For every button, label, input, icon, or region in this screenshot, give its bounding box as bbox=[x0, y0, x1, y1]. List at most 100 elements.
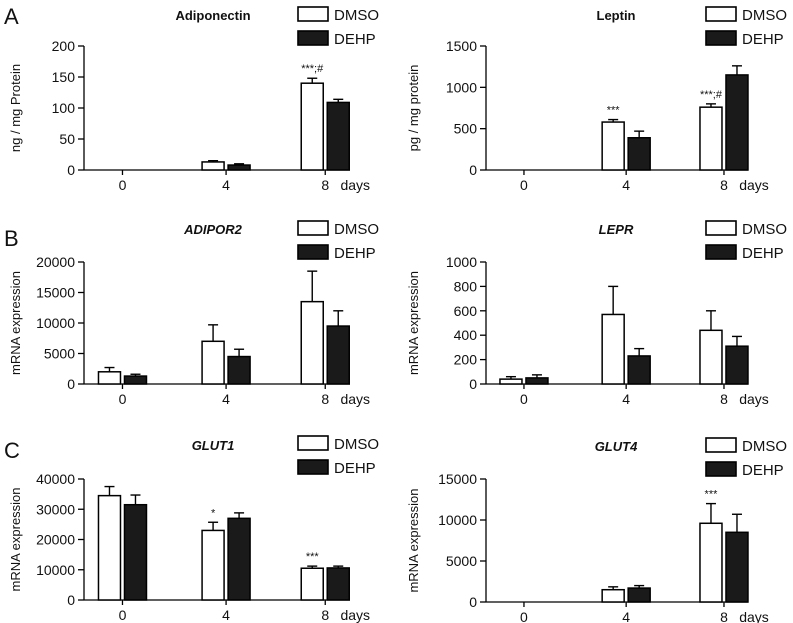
y-tick-label: 400 bbox=[454, 327, 478, 343]
panel-letter-c: C bbox=[4, 438, 20, 463]
bar-dehp-0 bbox=[123, 503, 148, 601]
charts-area: Adiponectin 0 50 100 150 200 ng / mg Protein 0 4… bbox=[8, 6, 787, 623]
significance-label: * bbox=[211, 507, 216, 519]
bar-dmso-4 bbox=[201, 529, 225, 601]
x-tick-label: 4 bbox=[222, 177, 230, 193]
y-tick-label: 0 bbox=[469, 376, 477, 392]
y-axis-label: pg / mg protein bbox=[406, 65, 421, 152]
chart-adiponectin: Adiponectin 0 50 100 150 200 ng / mg Protein 0 4… bbox=[8, 6, 379, 193]
bar-dmso-8 bbox=[699, 522, 723, 603]
x-tick-label: 0 bbox=[119, 607, 127, 623]
bar-dmso-8 bbox=[699, 329, 723, 385]
x-tick-label: 4 bbox=[222, 391, 230, 407]
legend-swatch-dmso bbox=[297, 6, 329, 22]
legend-swatch-dmso bbox=[705, 437, 737, 453]
x-unit-label: days bbox=[739, 609, 769, 623]
legend-label-dmso: DMSO bbox=[334, 7, 379, 24]
chart-adipor2: ADIPOR2 0 5000 10000 15000 20000 mRNA expressi… bbox=[8, 220, 379, 407]
bar-dehp-4 bbox=[627, 137, 651, 171]
bar-dmso-4 bbox=[601, 588, 625, 603]
y-tick-label: 20000 bbox=[36, 532, 75, 548]
x-unit-label: days bbox=[340, 177, 370, 193]
bar-dmso-8 bbox=[300, 300, 324, 385]
x-unit-label: days bbox=[739, 391, 769, 407]
significance-label: ***;# bbox=[700, 89, 723, 101]
y-tick-label: 600 bbox=[454, 303, 478, 319]
legend-label-dehp: DEHP bbox=[334, 31, 376, 48]
y-tick-label: 5000 bbox=[446, 553, 477, 569]
bar-dehp-4 bbox=[227, 517, 251, 601]
significance-label: ***;# bbox=[301, 63, 324, 75]
x-tick-label: 8 bbox=[720, 391, 728, 407]
legend-label-dmso: DMSO bbox=[334, 221, 379, 238]
bar-dmso-8 bbox=[300, 567, 324, 601]
legend-swatch-dehp bbox=[297, 459, 329, 475]
y-tick-label: 200 bbox=[52, 38, 76, 54]
legend-swatch-dmso bbox=[705, 6, 737, 22]
chart-title: GLUT1 bbox=[192, 438, 235, 453]
x-unit-label: days bbox=[739, 177, 769, 193]
y-tick-label: 800 bbox=[454, 278, 478, 294]
y-tick-label: 40000 bbox=[36, 471, 75, 487]
chart-glut4: GLUT4 0 5000 10000 15000 mRNA expression 0 4 8 da… bbox=[406, 437, 787, 623]
y-tick-label: 1500 bbox=[446, 38, 477, 54]
legend-swatch-dmso bbox=[297, 220, 329, 236]
y-tick-label: 500 bbox=[454, 121, 478, 137]
x-tick-label: 8 bbox=[321, 177, 329, 193]
bar-dehp-4 bbox=[627, 587, 651, 603]
x-tick-label: 8 bbox=[720, 609, 728, 623]
y-tick-label: 10000 bbox=[438, 512, 477, 528]
legend-label-dehp: DEHP bbox=[334, 245, 376, 262]
x-tick-label: 8 bbox=[321, 607, 329, 623]
bar-dmso-0 bbox=[97, 494, 122, 601]
bar-dmso-0 bbox=[97, 371, 122, 385]
panel-letter-b: B bbox=[4, 226, 19, 251]
legend-swatch-dmso bbox=[297, 435, 329, 451]
bar-dmso-4 bbox=[201, 340, 225, 385]
chart-title: Adiponectin bbox=[175, 8, 250, 23]
x-tick-label: 0 bbox=[119, 391, 127, 407]
x-tick-label: 4 bbox=[622, 391, 630, 407]
y-tick-label: 50 bbox=[59, 131, 75, 147]
bar-dmso-8 bbox=[699, 106, 723, 171]
x-tick-label: 0 bbox=[520, 609, 528, 623]
legend-label-dmso: DMSO bbox=[742, 7, 787, 24]
legend-swatch-dehp bbox=[297, 30, 329, 46]
y-tick-label: 5000 bbox=[44, 346, 75, 362]
bar-dmso-0 bbox=[499, 378, 523, 385]
legend-label-dehp: DEHP bbox=[742, 31, 784, 48]
bar-dehp-4 bbox=[627, 355, 651, 385]
x-tick-label: 0 bbox=[119, 177, 127, 193]
bar-dehp-8 bbox=[326, 325, 350, 385]
bar-dmso-4 bbox=[201, 161, 225, 171]
legend-label-dmso: DMSO bbox=[334, 436, 379, 453]
bar-dehp-0 bbox=[525, 377, 549, 385]
y-tick-label: 100 bbox=[52, 100, 76, 116]
bar-dehp-8 bbox=[326, 567, 350, 601]
legend-label-dmso: DMSO bbox=[742, 221, 787, 238]
y-axis-label: ng / mg Protein bbox=[8, 64, 23, 152]
y-tick-label: 0 bbox=[67, 592, 75, 608]
y-tick-label: 0 bbox=[469, 162, 477, 178]
x-tick-label: 8 bbox=[720, 177, 728, 193]
legend-label-dehp: DEHP bbox=[742, 462, 784, 479]
legend-swatch-dehp bbox=[705, 461, 737, 477]
bar-dmso-4 bbox=[601, 121, 625, 171]
chart-glut1: GLUT1 0 10000 20000 30000 40000 mRNA expressio… bbox=[8, 435, 379, 623]
y-axis-label: mRNA expression bbox=[8, 487, 23, 591]
legend-label-dehp: DEHP bbox=[334, 460, 376, 477]
chart-title: LEPR bbox=[599, 222, 634, 237]
x-tick-label: 4 bbox=[622, 609, 630, 623]
y-tick-label: 10000 bbox=[36, 315, 75, 331]
bar-dehp-4 bbox=[227, 355, 251, 385]
y-tick-label: 0 bbox=[469, 594, 477, 610]
y-tick-label: 150 bbox=[52, 69, 76, 85]
x-tick-label: 4 bbox=[222, 607, 230, 623]
significance-label: *** bbox=[306, 551, 320, 563]
legend-swatch-dehp bbox=[705, 30, 737, 46]
chart-title: ADIPOR2 bbox=[183, 222, 243, 237]
y-tick-label: 30000 bbox=[36, 501, 75, 517]
significance-label: *** bbox=[607, 105, 621, 117]
y-axis-label: mRNA expression bbox=[406, 488, 421, 592]
